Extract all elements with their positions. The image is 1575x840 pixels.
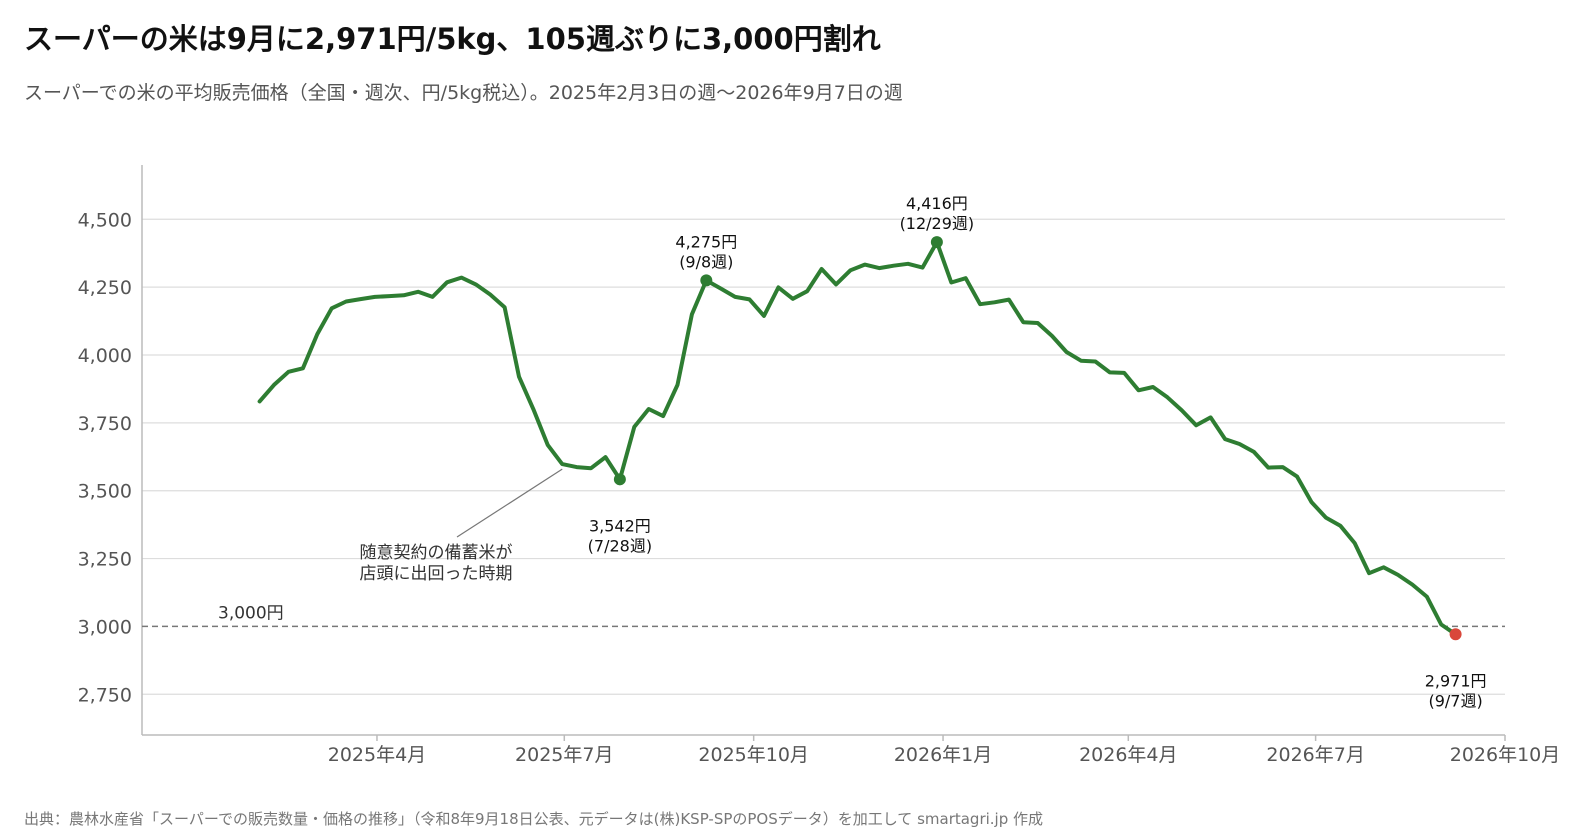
y-tick-label: 3,500 xyxy=(78,481,132,503)
x-tick-label: 2026年10月 xyxy=(1450,744,1561,766)
annotation-value: 4,416円 xyxy=(906,194,968,213)
annotation-week: (7/28週) xyxy=(588,536,652,555)
point-marker xyxy=(930,236,943,249)
x-tick-label: 2026年7月 xyxy=(1266,744,1364,766)
annotations: 4,275円(9/8週) 3,542円(7/28週) 4,416円(12/29週) 2… xyxy=(360,194,1487,710)
y-tick-label: 3,000 xyxy=(78,616,132,638)
grid-lines xyxy=(142,218,1505,695)
axes: 2,750 3,000 3,250 3,500 3,750 4,000 4,250 4,500… xyxy=(78,165,1561,766)
series-line xyxy=(257,240,1458,637)
reference-line-group: 3,000円 xyxy=(142,603,1505,628)
x-tick-label: 2026年4月 xyxy=(1079,744,1177,766)
y-tick-label: 3,750 xyxy=(78,413,132,435)
chart-title: スーパーの米は9月に2,971円/5kg、105週ぶりに3,000円割れ xyxy=(24,22,881,56)
x-tick-label: 2025年10月 xyxy=(698,744,809,766)
series-group xyxy=(257,240,1458,637)
note-line-2: 店頭に出回った時期 xyxy=(360,564,513,584)
annotation-value: 4,275円 xyxy=(675,232,737,251)
y-tick-label: 4,000 xyxy=(78,345,132,367)
note-leader-line xyxy=(456,468,563,538)
y-tick-label: 3,250 xyxy=(78,549,132,571)
y-tick-label: 4,250 xyxy=(78,277,132,299)
reference-line-label: 3,000円 xyxy=(218,603,284,623)
chart-subtitle: スーパーでの米の平均販売価格（全国・週次、円/5kg税込）。2025年2月3日の… xyxy=(24,82,903,104)
annotation-value: 2,971円 xyxy=(1425,671,1487,690)
x-tick-label: 2025年7月 xyxy=(515,744,613,766)
annotation-week: (9/8週) xyxy=(679,252,733,271)
point-marker xyxy=(700,274,713,287)
line-chart: 2,750 3,000 3,250 3,500 3,750 4,000 4,250 4,500… xyxy=(78,165,1561,766)
note-line-1: 随意契約の備蓄米が xyxy=(360,543,513,563)
last-point-marker xyxy=(1449,628,1462,641)
annotation-week: (9/7週) xyxy=(1428,691,1482,710)
x-tick-label: 2026年1月 xyxy=(894,744,992,766)
y-tick-label: 2,750 xyxy=(78,684,132,706)
point-marker xyxy=(613,473,626,486)
annotation-value: 3,542円 xyxy=(589,516,651,535)
annotation-week: (12/29週) xyxy=(900,214,975,233)
x-tick-label: 2025年4月 xyxy=(328,744,426,766)
y-tick-label: 4,500 xyxy=(78,209,132,231)
source-note: 出典：農林水産省「スーパーでの販売数量・価格の推移」（令和8年9月18日公表、元… xyxy=(24,810,1044,828)
